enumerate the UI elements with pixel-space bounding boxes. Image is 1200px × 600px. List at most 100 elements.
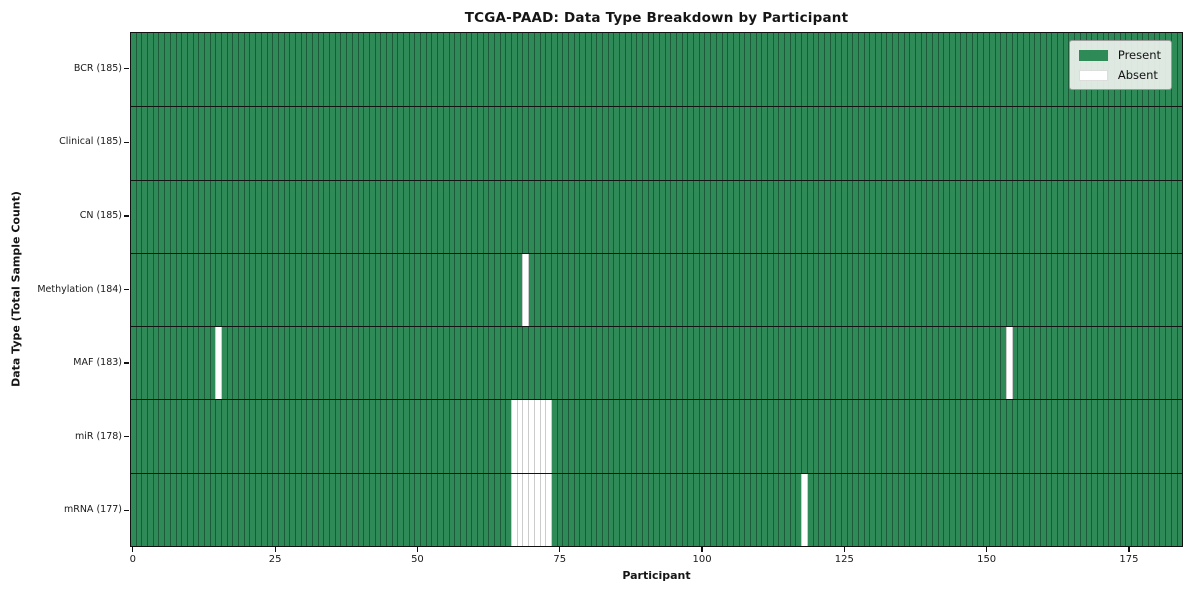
present-cell: [977, 253, 984, 327]
present-cell: [471, 33, 477, 107]
present-cell: [351, 33, 358, 107]
present-cell: [823, 253, 830, 327]
present-cell: [522, 33, 529, 107]
present-cell: [158, 107, 165, 180]
present-cell: [465, 327, 472, 400]
present-cell: [1102, 107, 1109, 180]
present-cell: [1159, 107, 1166, 180]
present-cell: [368, 327, 375, 400]
present-cell: [744, 473, 750, 546]
present-cell: [789, 107, 796, 180]
present-cell: [266, 107, 273, 180]
present-cell: [863, 253, 870, 327]
present-cell: [869, 180, 876, 253]
present-cell: [1170, 107, 1177, 180]
present-cell: [1153, 107, 1160, 180]
present-cell: [482, 107, 489, 180]
present-cell: [1153, 180, 1160, 253]
present-cell: [607, 327, 614, 400]
present-cell: [749, 327, 756, 400]
present-cell: [658, 33, 665, 107]
row-Clinical: [131, 106, 1183, 180]
present-cell: [226, 180, 233, 253]
present-cell: [1170, 253, 1177, 327]
present-cell: [835, 327, 841, 400]
present-cell: [892, 180, 898, 253]
absent-cell: [545, 473, 551, 546]
present-cell: [243, 107, 250, 180]
present-cell: [909, 180, 915, 253]
present-cell: [818, 400, 824, 473]
present-cell: [829, 253, 836, 327]
present-cell: [704, 33, 711, 107]
present-cell: [147, 107, 153, 180]
present-cell: [1045, 400, 1052, 473]
present-cell: [698, 253, 705, 327]
present-cell: [368, 253, 375, 327]
y-tick-mark: [124, 215, 129, 217]
present-cell: [1113, 327, 1120, 400]
present-cell: [141, 253, 148, 327]
present-cell: [272, 107, 278, 180]
present-cell: [670, 253, 676, 327]
present-cell: [823, 33, 830, 107]
present-cell: [528, 253, 534, 327]
present-cell: [1170, 473, 1177, 546]
present-cell: [875, 107, 881, 180]
present-cell: [260, 400, 267, 473]
present-cell: [545, 253, 551, 327]
present-cell: [693, 473, 699, 546]
present-cell: [141, 107, 148, 180]
present-cell: [840, 180, 847, 253]
present-cell: [954, 400, 961, 473]
present-cell: [988, 327, 995, 400]
present-cell: [425, 107, 432, 180]
present-cell: [641, 180, 648, 253]
present-cell: [573, 33, 580, 107]
present-cell: [249, 253, 256, 327]
present-cell: [459, 180, 466, 253]
present-cell: [880, 107, 887, 180]
present-cell: [186, 107, 193, 180]
present-cell: [562, 180, 568, 253]
present-cell: [596, 253, 603, 327]
present-cell: [789, 327, 796, 400]
present-cell: [693, 180, 699, 253]
present-cell: [653, 473, 659, 546]
present-cell: [203, 400, 210, 473]
present-cell: [135, 400, 142, 473]
present-cell: [1165, 253, 1171, 327]
present-cell: [755, 327, 762, 400]
present-cell: [1011, 180, 1018, 253]
present-cell: [374, 180, 381, 253]
present-cell: [454, 253, 460, 327]
present-cell: [840, 400, 847, 473]
x-tick-mark: [132, 547, 134, 552]
present-cell: [226, 107, 233, 180]
present-cell: [357, 473, 364, 546]
present-cell: [482, 327, 489, 400]
present-cell: [949, 107, 955, 180]
present-cell: [135, 107, 142, 180]
present-cell: [761, 253, 767, 327]
present-cell: [158, 400, 165, 473]
present-cell: [1102, 400, 1109, 473]
present-cell: [306, 33, 312, 107]
present-cell: [158, 327, 165, 400]
x-tick-label: 75: [553, 554, 567, 565]
present-cell: [391, 33, 398, 107]
present-cell: [607, 33, 614, 107]
present-cell: [1005, 107, 1012, 180]
present-cell: [767, 473, 773, 546]
present-cell: [511, 327, 517, 400]
present-cell: [1062, 33, 1069, 107]
present-cell: [778, 107, 785, 180]
present-cell: [977, 400, 984, 473]
present-cell: [1165, 107, 1171, 180]
present-cell: [437, 180, 443, 253]
present-cell: [391, 327, 398, 400]
present-cell: [260, 180, 267, 253]
present-cell: [897, 107, 904, 180]
present-cell: [681, 253, 688, 327]
present-cell: [732, 327, 739, 400]
